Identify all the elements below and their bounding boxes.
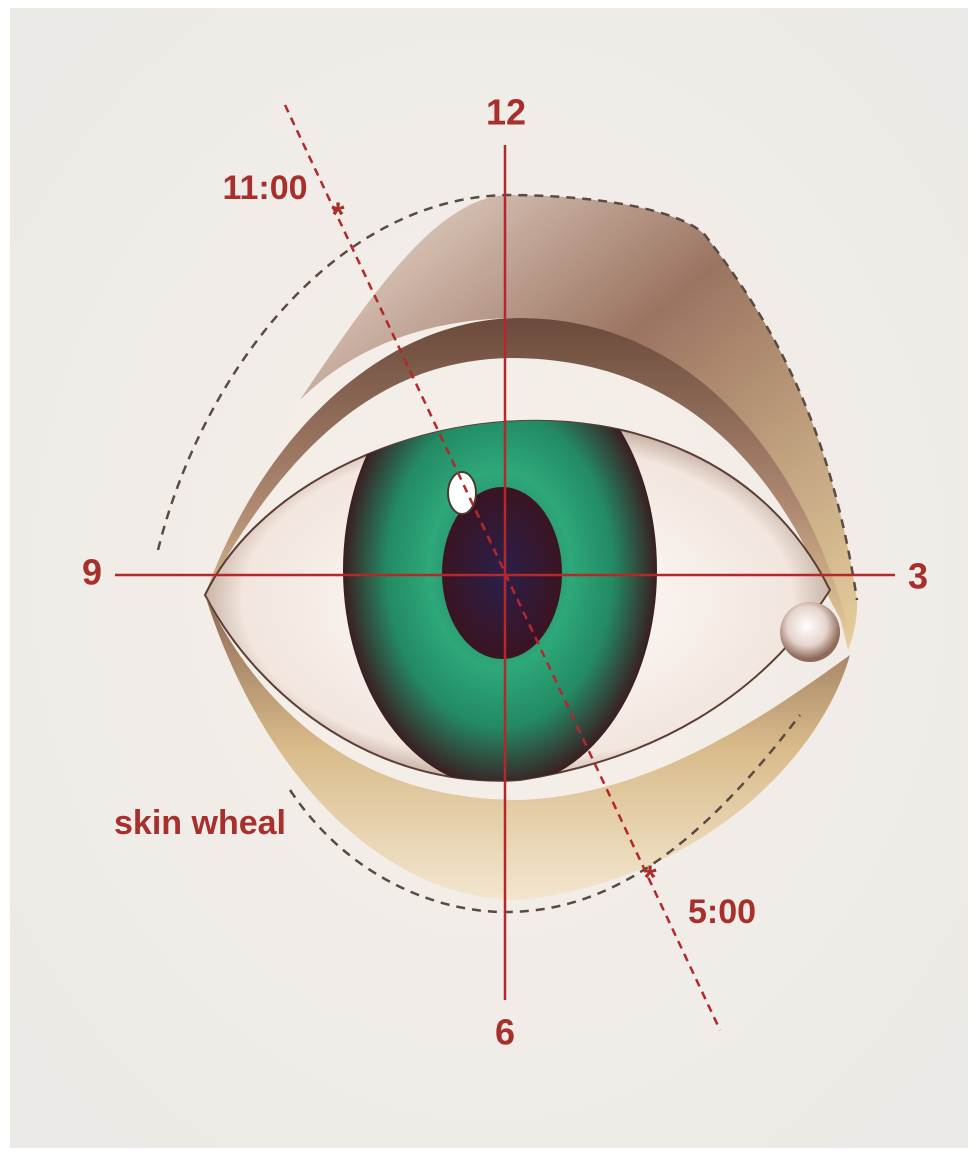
label-5: 5:00 — [688, 893, 756, 931]
label-12: 12 — [486, 92, 526, 133]
label-9: 9 — [82, 552, 102, 593]
caruncle — [780, 602, 840, 662]
star: * — [643, 859, 657, 897]
label-6: 6 — [495, 1012, 515, 1053]
label-3: 3 — [908, 556, 928, 597]
highlight — [448, 472, 476, 514]
label-skin-wheal: skin wheal — [114, 804, 286, 842]
page: * * 12 3 6 9 11:00 5:00 skin wheal (() =… — [0, 0, 978, 1157]
eye-diagram: * * 12 3 6 9 11:00 5:00 skin wheal — [0, 0, 978, 1157]
label-11: 11:00 — [222, 169, 307, 207]
star: * — [331, 196, 345, 234]
